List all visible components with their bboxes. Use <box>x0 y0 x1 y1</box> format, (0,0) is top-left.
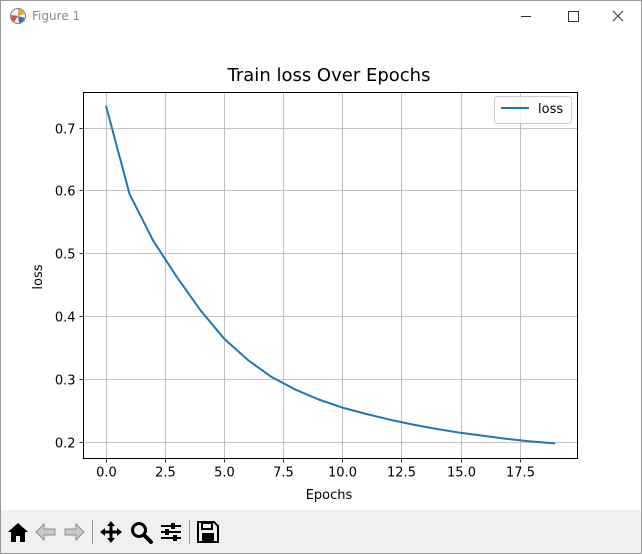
legend-label-loss: loss <box>538 102 563 117</box>
y-tick-label: 0.7 <box>55 123 76 138</box>
close-button[interactable] <box>595 1 641 32</box>
minimize-button[interactable] <box>503 1 549 32</box>
x-tick-label: 15.0 <box>447 466 476 481</box>
subplot-sliders-icon <box>161 523 181 541</box>
x-tick-label: 10.0 <box>328 466 357 481</box>
back-button[interactable] <box>33 519 59 545</box>
app-icon <box>9 7 27 25</box>
window-title: Figure 1 <box>32 9 81 23</box>
maximize-button[interactable] <box>549 1 595 32</box>
y-tick-label: 0.6 <box>55 185 76 200</box>
x-tick-label: 12.5 <box>387 466 416 481</box>
y-tick-label: 0.5 <box>55 248 76 263</box>
toolbar-separator <box>92 520 93 544</box>
x-tick-label: 0.0 <box>96 466 117 481</box>
x-tick-label: 2.5 <box>155 466 176 481</box>
pan-button[interactable] <box>98 519 124 545</box>
x-axis-label: Epochs <box>306 488 353 503</box>
close-icon <box>612 10 624 22</box>
configure-subplots-button[interactable] <box>158 519 184 545</box>
grid-lines <box>83 92 578 459</box>
navigation-toolbar <box>1 510 641 553</box>
tick-layer: 0.0 2.5 5.0 7.5 10.0 12.5 15.0 17.5 0.2 0.3 0.4 0.5… <box>55 123 535 481</box>
save-button[interactable] <box>195 519 221 545</box>
x-tick-label: 7.5 <box>273 466 294 481</box>
axes-frame <box>83 92 578 459</box>
maximize-icon <box>568 11 579 22</box>
toolbar-separator <box>189 520 190 544</box>
minimize-icon <box>521 16 531 17</box>
chart-title: Train loss Over Epochs <box>227 65 431 86</box>
y-tick-label: 0.2 <box>55 437 76 452</box>
y-axis-label: loss <box>31 264 46 289</box>
home-button[interactable] <box>5 519 31 545</box>
series-line-loss <box>105 105 556 445</box>
pan-move-icon <box>100 521 122 543</box>
forward-button[interactable] <box>61 519 87 545</box>
line-chart: Train loss Over Epochs Epochs loss 0.0 2.… <box>31 65 578 503</box>
x-tick-label: 17.5 <box>506 466 535 481</box>
forward-arrow-icon <box>64 522 85 542</box>
plot-canvas[interactable]: Train loss Over Epochs Epochs loss 0.0 2.… <box>1 32 641 510</box>
home-icon <box>8 523 28 542</box>
y-tick-label: 0.4 <box>55 311 76 326</box>
x-tick-label: 5.0 <box>214 466 235 481</box>
series-layer <box>105 105 556 445</box>
back-arrow-icon <box>35 522 56 542</box>
save-floppy-icon <box>197 521 219 543</box>
title-bar[interactable]: Figure 1 <box>1 1 641 32</box>
legend: loss <box>494 96 572 124</box>
zoom-button[interactable] <box>128 519 154 545</box>
zoom-magnifier-icon <box>131 522 153 544</box>
y-tick-label: 0.3 <box>55 374 76 389</box>
legend-box <box>494 96 572 124</box>
